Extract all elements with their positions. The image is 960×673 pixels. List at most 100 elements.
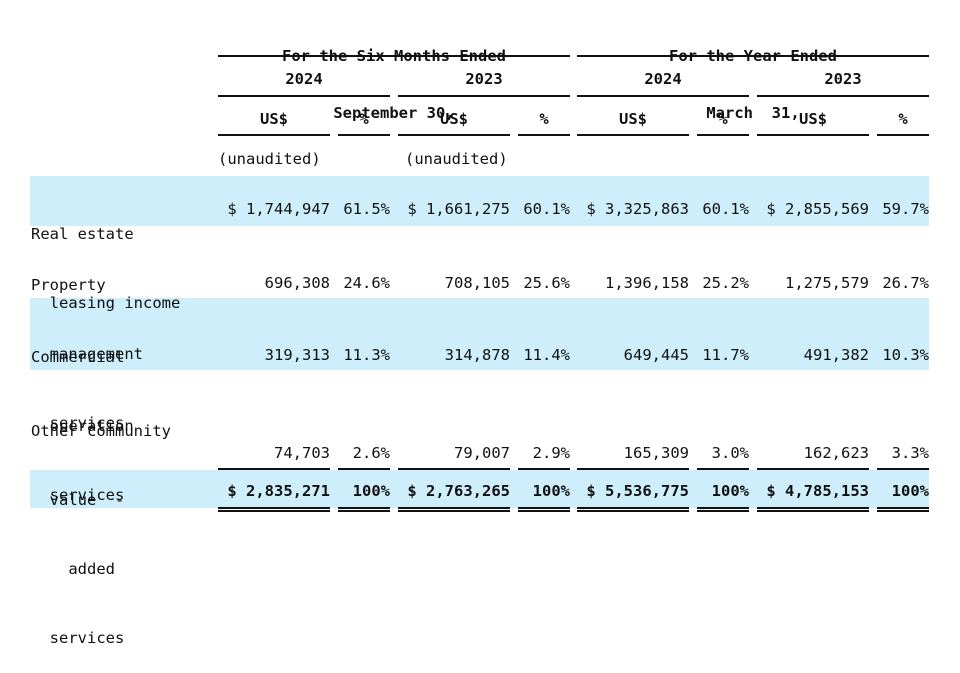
row-label-line: value - (31, 491, 125, 509)
subtotal-rule (577, 468, 689, 470)
row-label-line: leasing income (31, 294, 181, 312)
year-rule-3 (577, 95, 749, 97)
amount-cell: 1,396,158 (605, 274, 689, 292)
unit-rule-usd-1 (218, 134, 330, 136)
total-underline (877, 507, 929, 512)
percent-cell: 2.9% (532, 444, 570, 462)
total-underline (577, 507, 689, 512)
percent-cell: 11.4% (523, 346, 570, 364)
subtotal-rule (398, 468, 510, 470)
row-label-commercial: Commercial operation services (31, 300, 134, 530)
percent-cell: 24.6% (343, 274, 390, 292)
financial-table-page: { "headers": { "group1": { "line1": "For… (30, 47, 929, 647)
unaudited-note-2: (unaudited) (405, 150, 508, 168)
row-band-real-estate (30, 176, 929, 226)
group-rule-2 (577, 55, 929, 57)
total-underline (757, 507, 869, 512)
percent-cell: 59.7% (882, 200, 929, 218)
amount-cell: 162,623 (803, 444, 869, 462)
total-underline (697, 507, 749, 512)
total-percent-cell: 100% (711, 482, 749, 500)
row-label-line: Real estate (31, 225, 134, 243)
row-label-line: added (31, 560, 115, 578)
unit-usd-4: US$ (799, 110, 827, 128)
total-amount-cell: $ 5,536,775 (586, 482, 689, 500)
unit-rule-usd-4 (757, 134, 869, 136)
unaudited-note-1: (unaudited) (218, 150, 321, 168)
row-label-other: Other community value - added services (31, 374, 171, 673)
total-underline (218, 507, 330, 512)
subtotal-rule (338, 468, 390, 470)
percent-cell: 2.6% (352, 444, 390, 462)
percent-cell: 11.7% (702, 346, 749, 364)
percent-cell: 3.3% (891, 444, 929, 462)
row-band-total (30, 470, 929, 508)
subtotal-rule (877, 468, 929, 470)
header-year-ended-line2: March 31, (706, 104, 800, 122)
year-header-1: 2024 (285, 70, 323, 88)
unit-usd-1: US$ (260, 110, 288, 128)
total-percent-cell: 100% (532, 482, 570, 500)
total-percent-cell: 100% (891, 482, 929, 500)
amount-cell: $ 3,325,863 (586, 200, 689, 218)
percent-cell: 60.1% (702, 200, 749, 218)
row-label-line: Property (31, 276, 106, 294)
row-label-line: management (31, 345, 143, 363)
amount-cell: 319,313 (264, 346, 330, 364)
row-band-commercial (30, 298, 929, 370)
row-label-line: services (31, 486, 125, 504)
unit-rule-pct-4 (877, 134, 929, 136)
amount-cell: 491,382 (803, 346, 869, 364)
amount-cell: 696,308 (264, 274, 330, 292)
amount-cell: 1,275,579 (785, 274, 869, 292)
row-label-line: services (31, 414, 125, 432)
unit-rule-usd-2 (398, 134, 510, 136)
row-label-line: services (31, 629, 125, 647)
unit-usd-2: US$ (440, 110, 468, 128)
row-label-property: Property management services (31, 228, 143, 458)
amount-cell: $ 1,744,947 (227, 200, 330, 218)
unit-rule-pct-1 (338, 134, 390, 136)
amount-cell: 165,309 (623, 444, 689, 462)
subtotal-rule (757, 468, 869, 470)
percent-cell: 61.5% (343, 200, 390, 218)
row-label-real-estate: Real estate leasing income (31, 177, 180, 338)
total-amount-cell: $ 2,835,271 (227, 482, 330, 500)
amount-cell: $ 2,855,569 (766, 200, 869, 218)
group-rule-1 (218, 55, 570, 57)
total-percent-cell: 100% (352, 482, 390, 500)
year-rule-2 (398, 95, 570, 97)
subtotal-rule (218, 468, 330, 470)
amount-cell: $ 1,661,275 (407, 200, 510, 218)
amount-cell: 649,445 (623, 346, 689, 364)
percent-cell: 10.3% (882, 346, 929, 364)
amount-cell: 79,007 (454, 444, 510, 462)
unit-pct-1: % (359, 110, 369, 128)
unit-rule-pct-3 (697, 134, 749, 136)
total-amount-cell: $ 2,763,265 (407, 482, 510, 500)
amount-cell: 314,878 (444, 346, 510, 364)
amount-cell: 708,105 (444, 274, 510, 292)
total-underline (398, 507, 510, 512)
subtotal-rule (697, 468, 749, 470)
percent-cell: 26.7% (882, 274, 929, 292)
percent-cell: 60.1% (523, 200, 570, 218)
amount-cell: 74,703 (274, 444, 330, 462)
row-label-line: Other community (31, 422, 171, 440)
percent-cell: 25.2% (702, 274, 749, 292)
year-header-3: 2024 (644, 70, 682, 88)
percent-cell: 25.6% (523, 274, 570, 292)
unit-pct-2: % (539, 110, 549, 128)
percent-cell: 11.3% (343, 346, 390, 364)
year-rule-1 (218, 95, 390, 97)
unit-pct-3: % (718, 110, 728, 128)
unit-rule-pct-2 (518, 134, 570, 136)
unit-pct-4: % (898, 110, 908, 128)
total-underline (338, 507, 390, 512)
total-underline (518, 507, 570, 512)
year-header-4: 2023 (824, 70, 862, 88)
percent-cell: 3.0% (711, 444, 749, 462)
total-amount-cell: $ 4,785,153 (766, 482, 869, 500)
row-label-line: Commercial (31, 348, 125, 366)
unit-rule-usd-3 (577, 134, 689, 136)
